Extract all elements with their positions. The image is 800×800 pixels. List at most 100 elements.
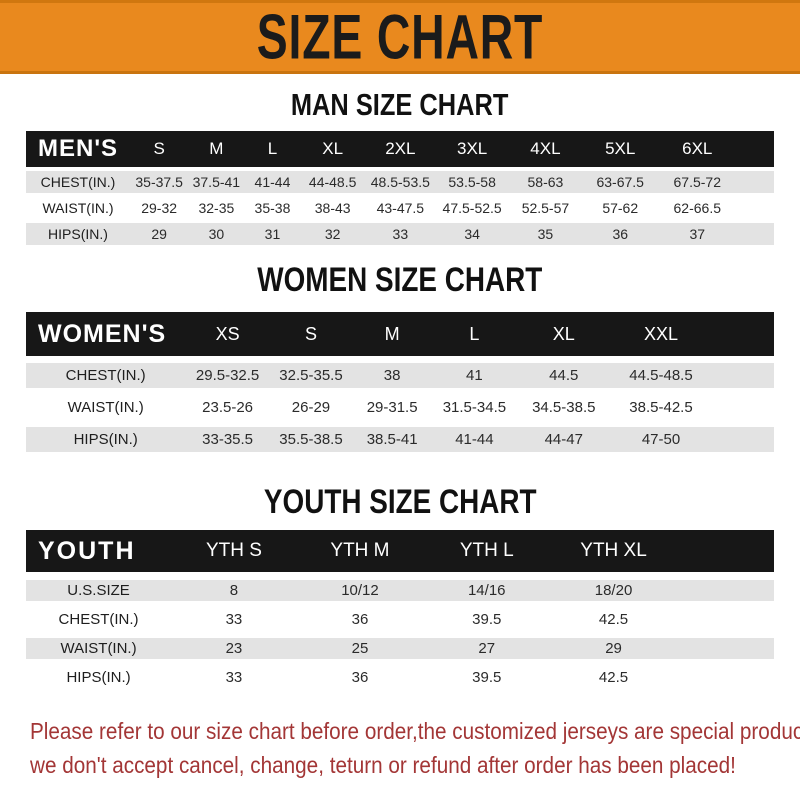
women-size-table: WOMEN'S XS S M L XL XXL CHEST(IN.) 29.5-32.5 32.5… [26,305,774,459]
men-size-table: MEN'S S M L XL 2XL 3XL 4XL 5XL 6XL CHEST(IN.) 35-37… [26,127,774,249]
size-value-cell: 23.5-26 [185,395,270,420]
filler-cell [736,197,774,219]
size-value-cell: 31.5-34.5 [432,395,517,420]
size-value-cell: 41-44 [432,427,517,452]
order-note: Please refer to our size chart before or… [0,714,800,782]
size-value-cell: 67.5-72 [658,171,737,193]
column-header: YTH M [296,530,424,572]
size-value-cell: 31 [244,223,301,245]
size-value-cell: 38 [352,363,433,388]
row-label: WAIST(IN.) [26,638,172,659]
column-header: XL [516,312,611,356]
row-label: WAIST(IN.) [26,395,186,420]
table-header-bar: YOUTH YTH S YTH M YTH L YTH XL [26,530,774,572]
filler-cell [736,223,774,245]
women-table-wrap: WOMEN'S XS S M L XL XXL CHEST(IN.) 29.5-32.5 32.5… [0,305,800,459]
row-label: WAIST(IN.) [26,197,130,219]
size-value-cell: 32.5-35.5 [269,363,353,388]
table-row: HIPS(IN.) 29 30 31 32 33 34 35 36 37 [26,223,774,245]
size-value-cell: 35 [508,223,583,245]
men-section-title: MAN SIZE CHART [291,87,509,122]
table-row: WAIST(IN.) 23.5-26 26-29 29-31.5 31.5-34.5 34… [26,395,774,420]
size-value-cell: 48.5-53.5 [364,171,436,193]
table-group-label: YOUTH [26,530,172,572]
size-value-cell: 41-44 [244,171,301,193]
column-header: M [352,312,433,356]
youth-table-wrap: YOUTH YTH S YTH M YTH L YTH XL U.S.SIZE 8 10/12… [0,522,800,696]
size-value-cell: 39.5 [423,609,551,630]
column-header: 5XL [582,131,658,167]
size-value-cell: 35-38 [244,197,301,219]
section-women: WOMEN SIZE CHART WOMEN'S XS S M L XL XXL CHEST(… [0,263,800,459]
size-value-cell: 27 [423,638,551,659]
column-header: YTH L [423,530,551,572]
filler-cell [736,131,774,167]
size-value-cell: 42.5 [550,667,677,688]
column-header: 4XL [508,131,583,167]
column-header: YTH S [171,530,297,572]
size-value-cell: 33 [171,667,297,688]
filler-cell [711,427,774,452]
filler-cell [676,638,774,659]
men-table-wrap: MEN'S S M L XL 2XL 3XL 4XL 5XL 6XL CHEST(IN.) 35-37… [0,127,800,249]
size-value-cell: 29-32 [129,197,189,219]
row-label: HIPS(IN.) [26,667,172,688]
page-title: SIZE CHART [256,1,544,73]
filler-cell [711,395,774,420]
table-header-bar: MEN'S S M L XL 2XL 3XL 4XL 5XL 6XL [26,131,774,167]
size-value-cell: 53.5-58 [435,171,509,193]
size-value-cell: 38.5-42.5 [610,395,712,420]
youth-section-title: YOUTH SIZE CHART [263,483,537,521]
size-value-cell: 44.5 [516,363,611,388]
size-value-cell: 32-35 [188,197,245,219]
column-header: YTH XL [550,530,677,572]
size-value-cell: 44-47 [516,427,611,452]
size-value-cell: 37.5-41 [188,171,245,193]
column-header: XS [185,312,270,356]
table-row: HIPS(IN.) 33-35.5 35.5-38.5 38.5-41 41-44 44-… [26,427,774,452]
row-label: CHEST(IN.) [26,609,172,630]
table-row: CHEST(IN.) 35-37.5 37.5-41 41-44 44-48.5 48.5… [26,171,774,193]
size-value-cell: 52.5-57 [508,197,583,219]
size-value-cell: 14/16 [423,580,551,601]
size-value-cell: 33 [364,223,436,245]
column-header: L [432,312,517,356]
size-value-cell: 41 [432,363,517,388]
size-value-cell: 36 [582,223,658,245]
column-header: XL [300,131,365,167]
size-value-cell: 26-29 [269,395,353,420]
filler-cell [676,609,774,630]
table-row: HIPS(IN.) 33 36 39.5 42.5 [26,667,774,688]
table-row: WAIST(IN.) 23 25 27 29 [26,638,774,659]
size-value-cell: 34.5-38.5 [516,395,611,420]
size-value-cell: 23 [171,638,297,659]
table-row: WAIST(IN.) 29-32 32-35 35-38 38-43 43-47.5 47.… [26,197,774,219]
size-value-cell: 25 [296,638,424,659]
size-value-cell: 44-48.5 [300,171,365,193]
size-value-cell: 38.5-41 [352,427,433,452]
size-value-cell: 47-50 [610,427,712,452]
filler-cell [676,580,774,601]
column-header: S [269,312,353,356]
table-group-label: WOMEN'S [26,312,186,356]
size-value-cell: 42.5 [550,609,677,630]
row-label: HIPS(IN.) [26,223,130,245]
size-value-cell: 36 [296,609,424,630]
section-youth: YOUTH SIZE CHART YOUTH YTH S YTH M YTH L YTH… [0,485,800,696]
size-value-cell: 33 [171,609,297,630]
filler-cell [676,530,774,572]
size-value-cell: 30 [188,223,245,245]
filler-cell [711,363,774,388]
column-header: 6XL [658,131,737,167]
filler-cell [676,667,774,688]
table-group-label: MEN'S [26,131,130,167]
size-value-cell: 29 [129,223,189,245]
table-row: U.S.SIZE 8 10/12 14/16 18/20 [26,580,774,601]
size-value-cell: 8 [171,580,297,601]
order-note-line2: we don't accept cancel, change, teturn o… [30,752,736,778]
size-value-cell: 36 [296,667,424,688]
youth-size-table: YOUTH YTH S YTH M YTH L YTH XL U.S.SIZE 8 10/12… [26,522,774,696]
filler-cell [736,171,774,193]
column-header: 3XL [435,131,509,167]
